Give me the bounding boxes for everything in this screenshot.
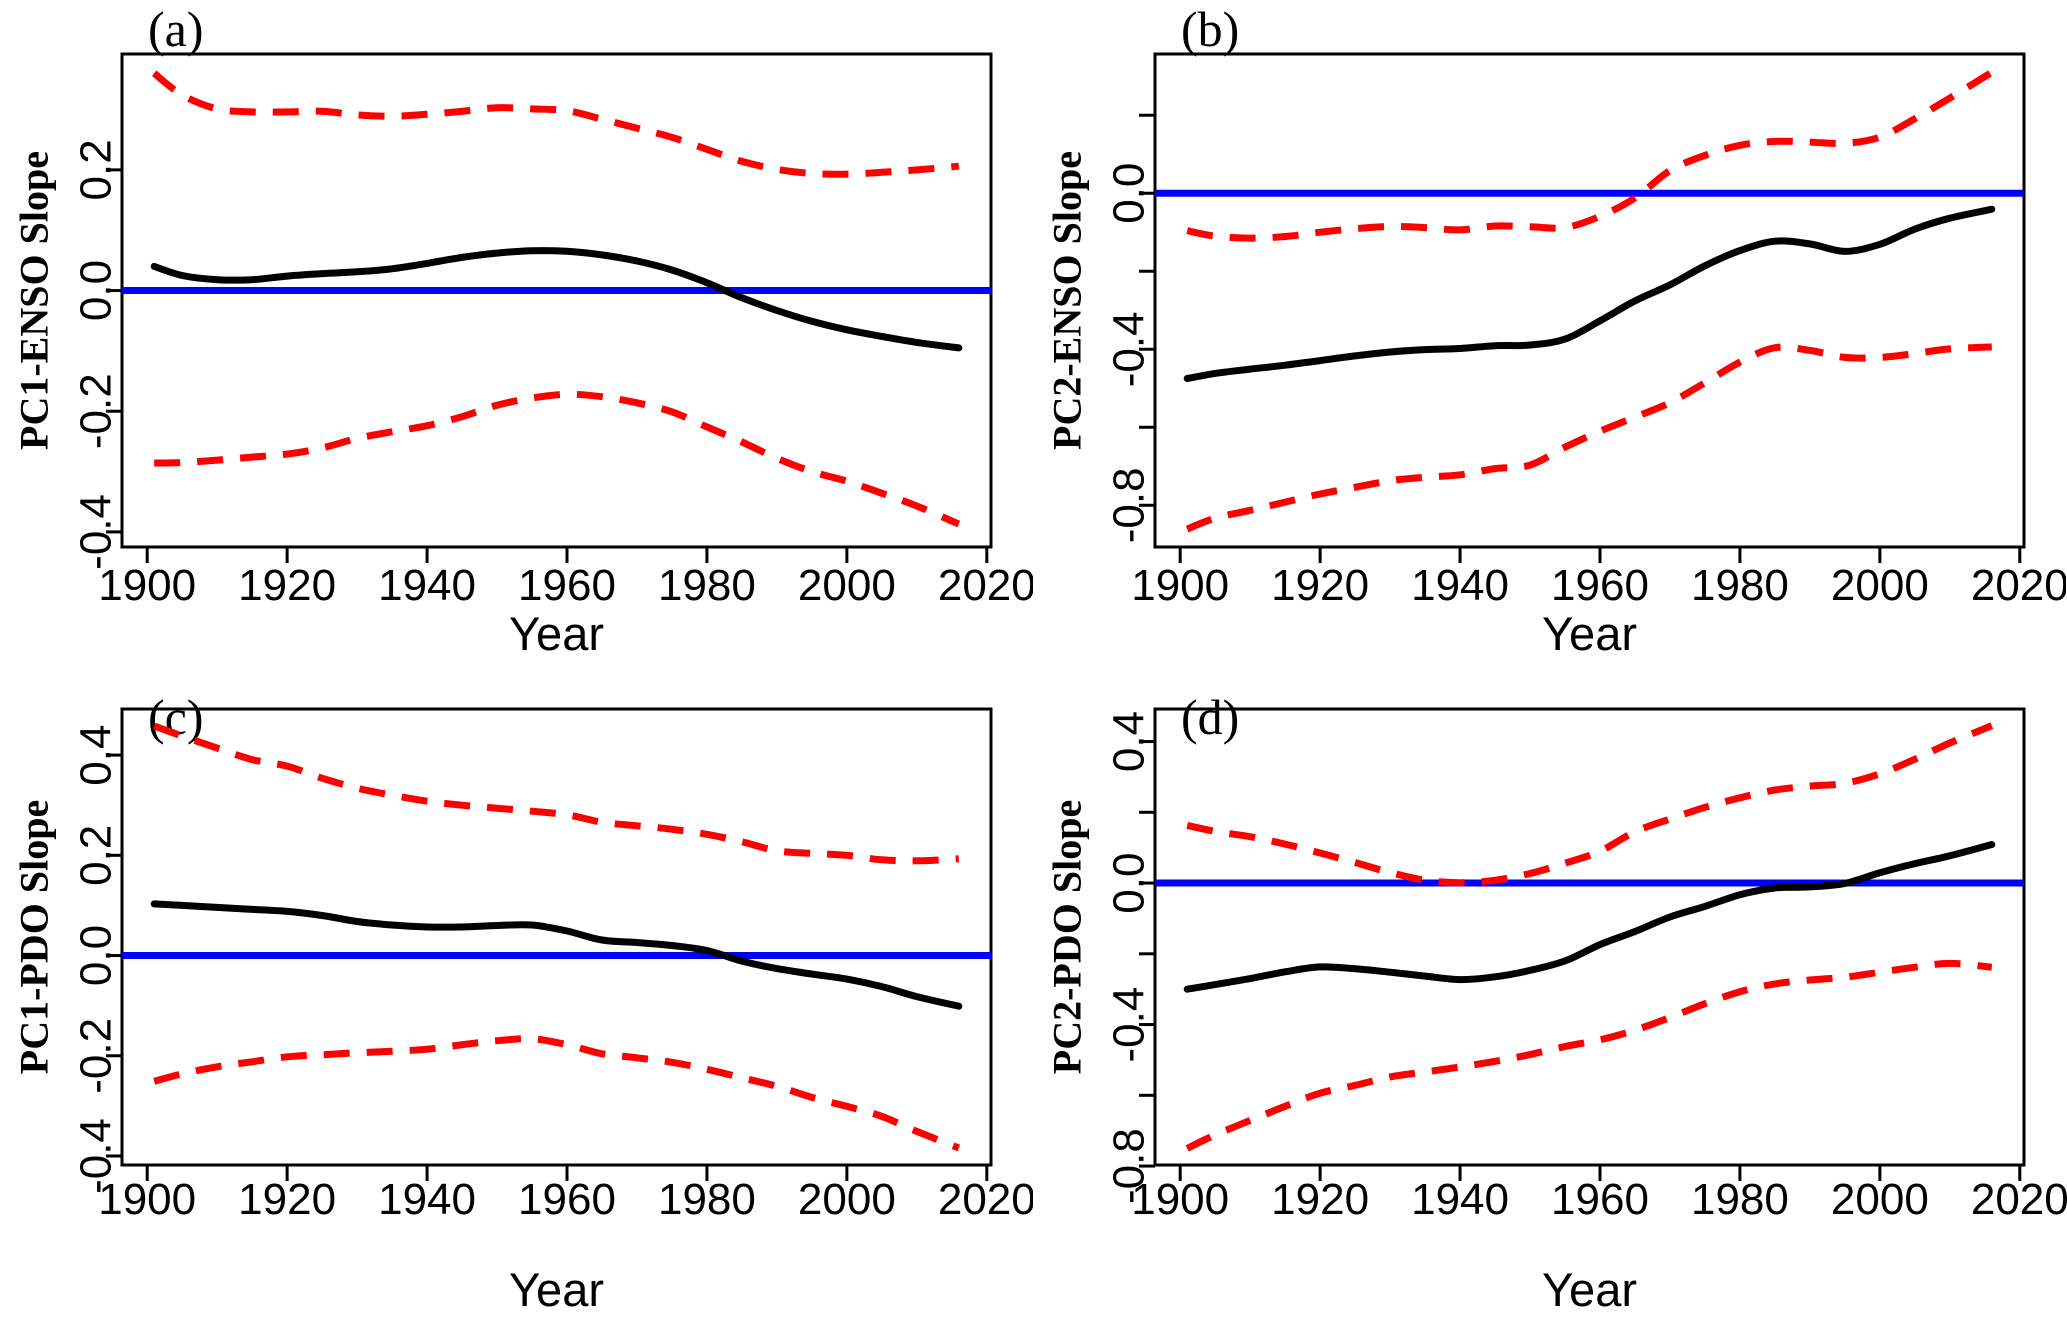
panel-letter: (d) [1181,689,1239,745]
lower-confidence-bound-line [1185,343,1992,533]
y-tick-label: -0.4 [1104,987,1153,1063]
y-tick-label: 0.2 [72,825,121,886]
upper-confidence-bound-line [1186,722,1994,887]
upper-confidence-bound-line [151,70,960,178]
plot-box [120,52,993,549]
x-tick-label: 1900 [1131,561,1229,610]
y-axis-title: PC2-ENSO Slope [1045,151,1090,450]
x-tick-label: 1960 [1551,561,1649,610]
y-tick-label: 0.0 [72,260,121,321]
y-tick-label: -0.4 [72,494,121,570]
x-tick-label: 1960 [518,1175,616,1224]
x-tick-label: 2000 [1831,561,1929,610]
chart-canvas-b: 1900 1920 1940 1960 1980 2000 2020 0.0 -0.4 -0.8 P… [1045,1,2067,660]
y-tick-label: 0.0 [1105,163,1154,224]
x-axis-title: Year [509,607,604,660]
y-tick-label: -0.2 [71,1018,120,1094]
panel-letter: (a) [148,1,204,57]
x-tick-label: 1900 [98,561,196,610]
lower-confidence-bound-line [154,390,961,528]
chart-canvas-a: 1900 1920 1940 1960 1980 2000 2020 0.2 0.0 -0.2 -0… [12,1,1034,660]
upper-confidence-bound-line [1186,69,1994,242]
x-axis-title: Year [1542,1263,1637,1316]
panel-c-pc1-pdo-chart: 1900 1920 1940 1960 1980 2000 2020 0.4 0.2 0.0 -0.… [0,660,1034,1319]
x-tick-label: 2020 [938,561,1033,610]
y-tick-label: 0.4 [72,725,121,786]
x-tick-label: 1940 [378,561,476,610]
panel-letter: (b) [1181,1,1239,57]
x-tick-label: 1900 [1131,1175,1229,1224]
slope-estimate-line [150,247,963,352]
x-tick-label: 1940 [1411,561,1509,610]
x-axis-title: Year [1542,607,1637,660]
plot-box [120,707,993,1167]
upper-confidence-bound-line [152,722,959,865]
y-tick-label: -0.4 [1104,311,1153,387]
y-axis-title: PC1-PDO Slope [12,800,57,1074]
x-tick-label: 1920 [238,1175,336,1224]
y-tick-label: 0.0 [1104,853,1153,914]
x-tick-label: 2000 [798,1175,896,1224]
x-tick-label: 1980 [658,561,756,610]
x-tick-label: 2020 [1971,561,2066,610]
y-tick-label: -0.4 [71,1118,120,1194]
x-tick-label: 2000 [1831,1175,1929,1224]
x-tick-label: 1940 [378,1175,476,1224]
y-tick-label: -0.2 [72,373,121,449]
x-tick-label: 1960 [1551,1175,1649,1224]
x-tick-label: 1960 [518,561,616,610]
slope-estimate-line [150,900,963,1010]
lower-confidence-bound-line [153,1035,961,1152]
x-tick-label: 2000 [798,561,896,610]
panel-d-pc2-pdo-chart: 1900 1920 1940 1960 1980 2000 2020 0.4 0.0 -0.4 -0… [1033,660,2067,1319]
x-tick-label: 1920 [238,561,336,610]
x-tick-label: 1980 [1691,1175,1789,1224]
y-axis-title: PC2-PDO Slope [1045,800,1090,1074]
x-tick-label: 2020 [1971,1175,2067,1224]
x-axis-title: Year [509,1263,604,1316]
y-tick-label: -0.8 [1104,1128,1153,1204]
slope-estimate-line [1183,841,1996,993]
x-tick-label: 1980 [1691,561,1789,610]
panel-a-pc1-enso-chart: 1900 1920 1940 1960 1980 2000 2020 0.2 0.0 -0.2 -0… [0,0,1034,660]
x-tick-label: 1920 [1271,1175,1369,1224]
x-tick-label: 2020 [938,1175,1033,1224]
y-axis-title: PC1-ENSO Slope [12,151,57,450]
x-tick-label: 1980 [658,1175,756,1224]
panel-b-pc2-enso-chart: 1900 1920 1940 1960 1980 2000 2020 0.0 -0.4 -0.8 P… [1033,0,2067,660]
y-tick-label: 0.0 [72,925,121,986]
slope-estimate-line [1183,205,1996,382]
plot-box [1153,52,2026,549]
x-tick-label: 1920 [1271,561,1369,610]
y-tick-label: 0.2 [71,139,120,200]
lower-confidence-bound-line [1185,959,1993,1152]
y-tick-label: -0.8 [1104,467,1153,543]
chart-canvas-d: 1900 1920 1940 1960 1980 2000 2020 0.4 0.0 -0.4 -0… [1045,689,2067,1316]
plot-box [1153,707,2026,1167]
x-tick-label: 1900 [98,1175,196,1224]
x-tick-label: 1940 [1411,1175,1509,1224]
y-tick-label: 0.4 [1105,711,1154,772]
chart-canvas-c: 1900 1920 1940 1960 1980 2000 2020 0.4 0.2 0.0 -0.… [12,689,1034,1316]
